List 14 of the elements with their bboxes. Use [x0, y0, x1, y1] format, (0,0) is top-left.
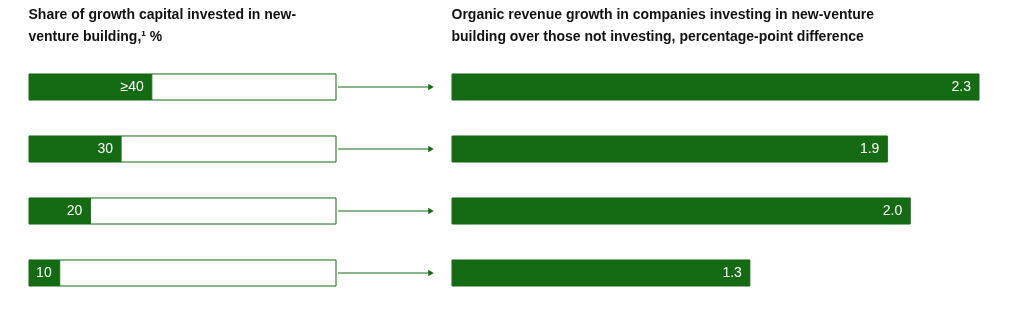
data-label: 2.0	[882, 202, 903, 218]
data-label: ≥40	[120, 78, 144, 94]
data-label: 1.3	[722, 264, 743, 280]
data-label: 30	[97, 140, 114, 156]
data-label: 2.3	[951, 78, 972, 94]
data-label: 10	[36, 264, 52, 280]
bar	[451, 135, 888, 163]
data-label: 1.9	[859, 140, 880, 156]
chart-title: Organic revenue growth in companies investing in new-venture building over those not investing, percentage-point difference	[451, 6, 875, 44]
bar	[451, 259, 751, 287]
chart-title: Share of growth capital invested in new-venture building,¹ %	[28, 6, 297, 44]
data-label: 20	[66, 202, 83, 218]
bar	[451, 197, 911, 225]
bar	[451, 73, 980, 101]
